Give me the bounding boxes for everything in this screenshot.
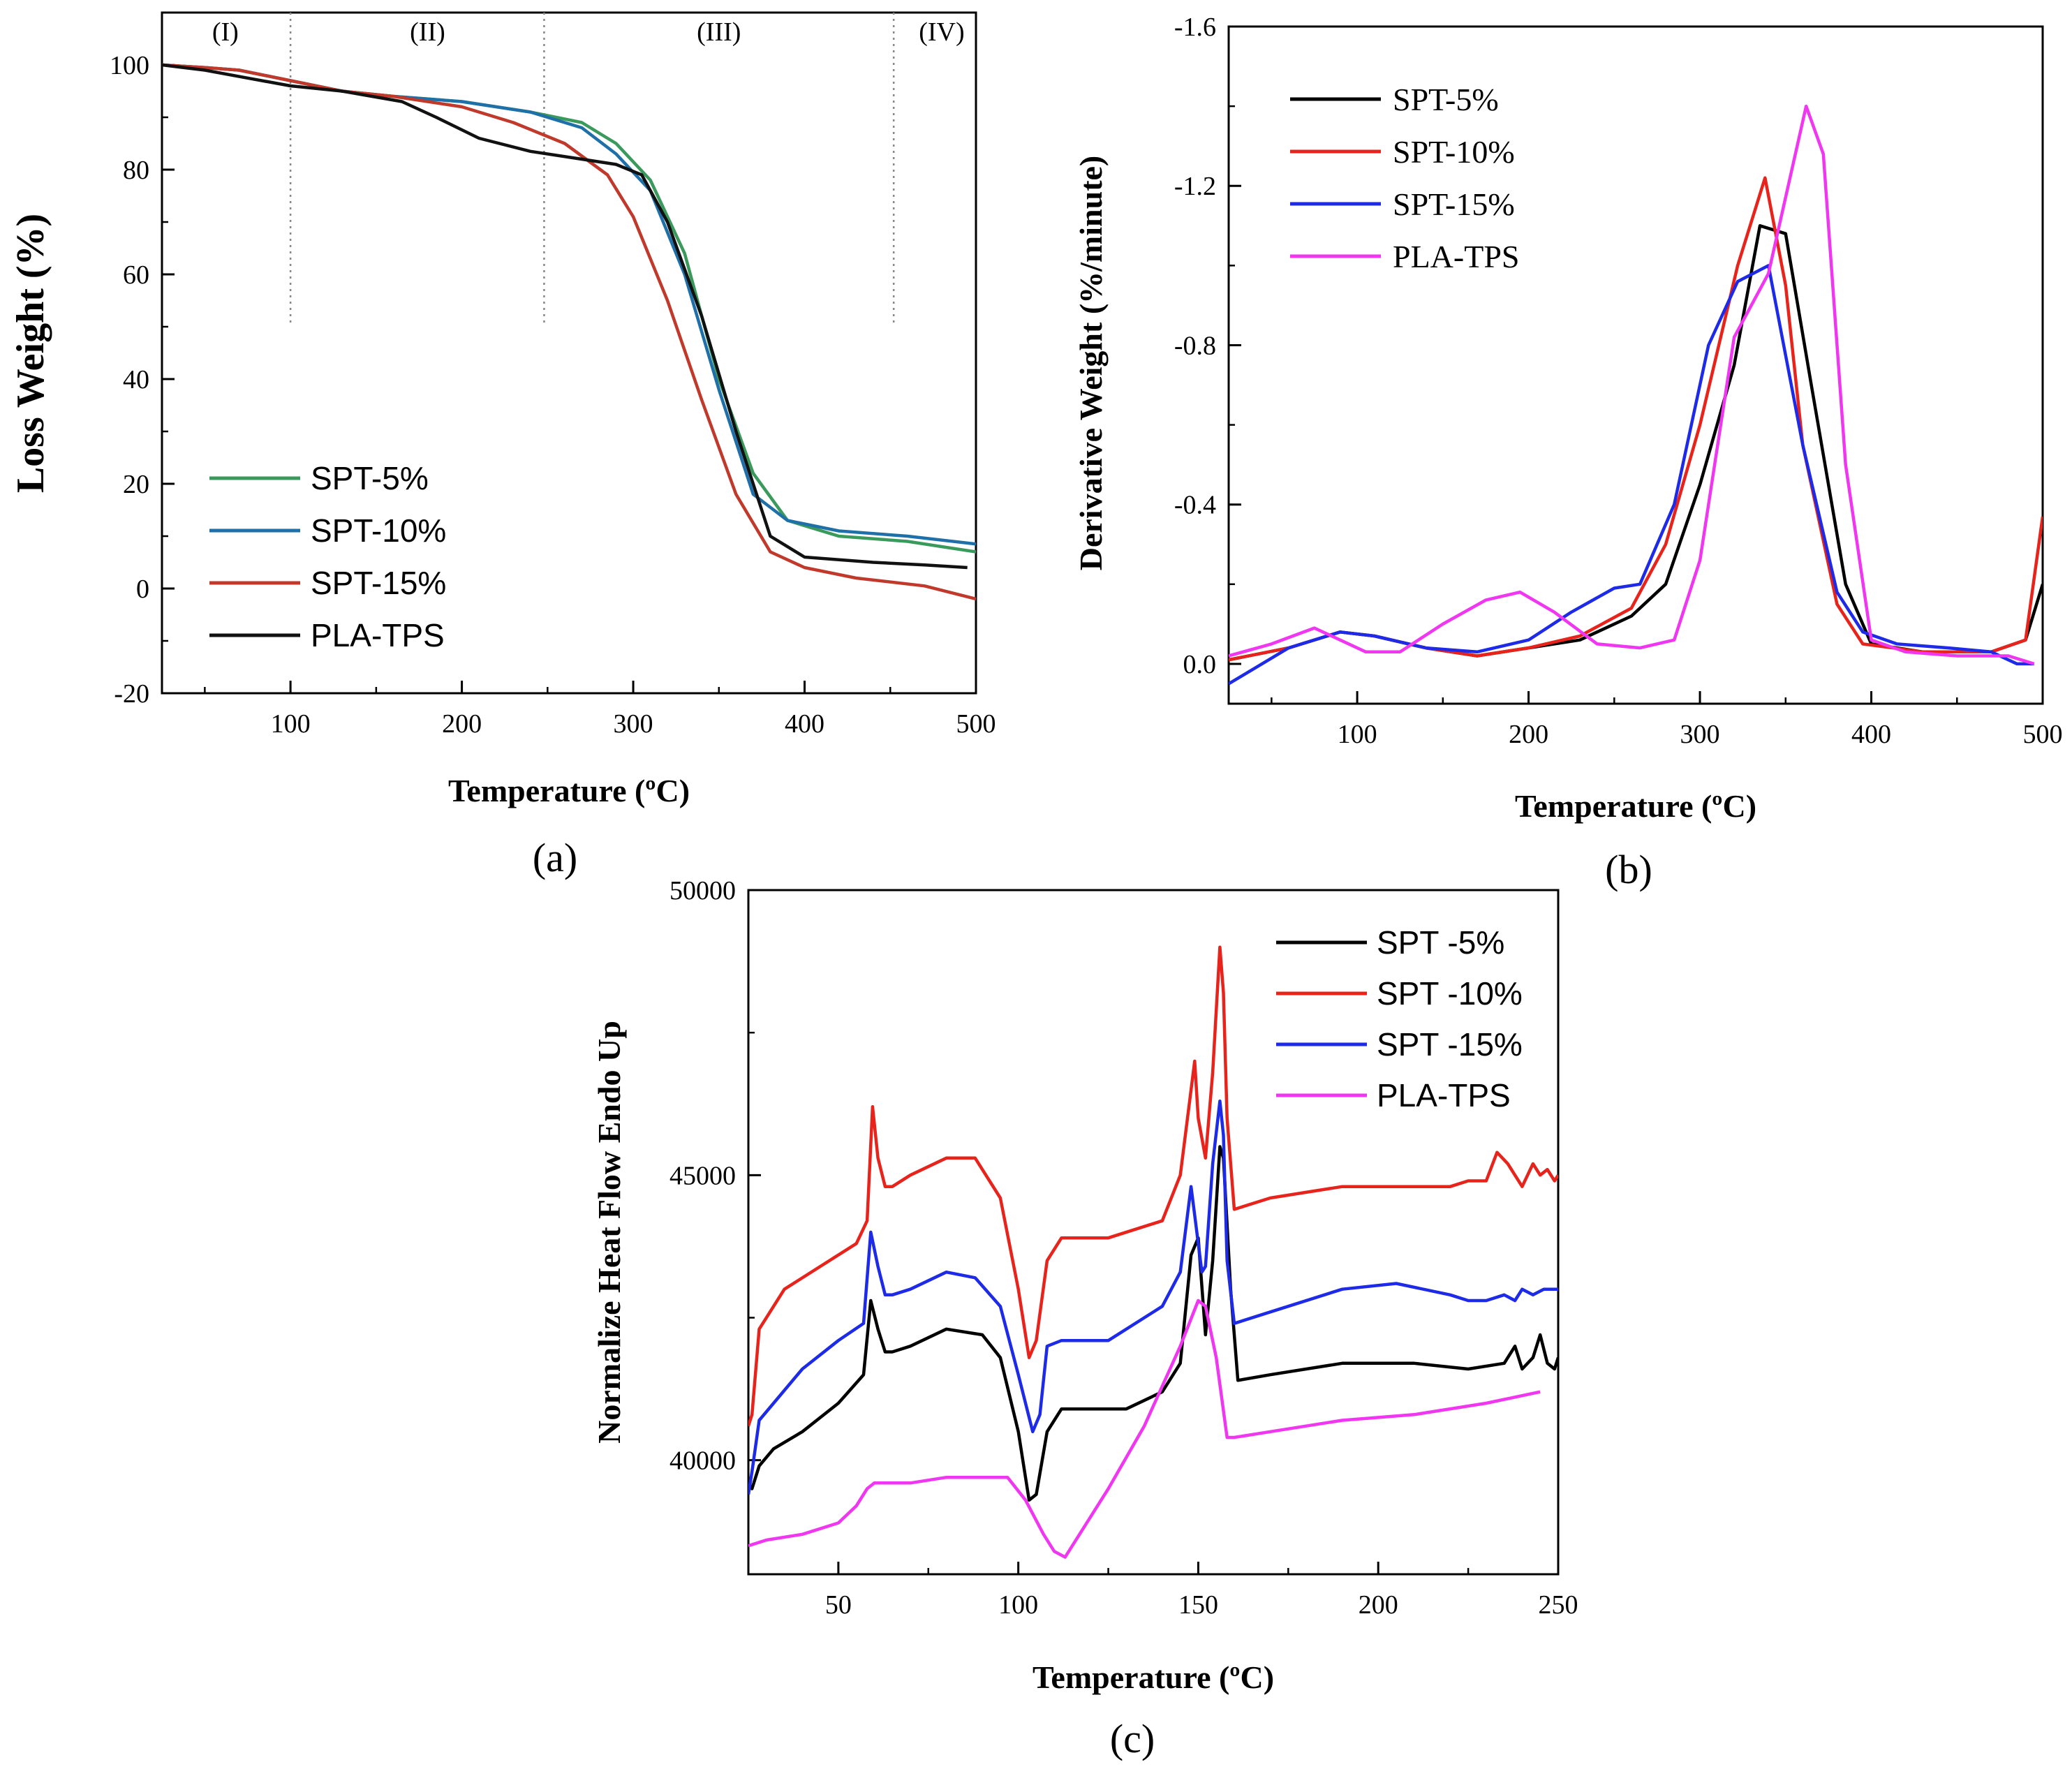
plot-frame	[747, 889, 1560, 1576]
panel-a: (I) (II) (III) (IV) 100 200 300 400 500 -20 0 20 40 6…	[9, 11, 996, 880]
y-tick-label: 50000	[669, 876, 736, 905]
x-tick-label: 500	[2023, 720, 2063, 749]
x-tick-label: 250	[1539, 1590, 1578, 1620]
region-label: (III)	[697, 17, 741, 47]
series-line-4	[748, 1298, 1541, 1559]
legend-label: SPT-5%	[1393, 82, 1499, 117]
x-tick-label: 200	[1359, 1590, 1398, 1620]
panel-b: 100 200 300 400 500 -1.6 -1.2 -0.8 -0.4 0.0 Temper…	[1073, 13, 2063, 892]
series-line-1	[1229, 224, 2043, 662]
legend-label: SPT-10%	[311, 512, 446, 549]
series-line-2	[1229, 176, 2043, 662]
y-tick-label: 40000	[669, 1446, 736, 1476]
legend-label: SPT-15%	[311, 565, 446, 601]
x-tick-label: 300	[614, 709, 653, 739]
y-tick-label: -20	[114, 679, 149, 709]
y-tick-label: 20	[123, 470, 149, 499]
y-tick-label: -1.6	[1174, 13, 1216, 42]
x-tick-label: 300	[1680, 720, 1720, 749]
y-tick-label: 45000	[669, 1161, 736, 1190]
y-axis-title: Normalize Heat Flow Endo Up	[591, 1021, 627, 1444]
y-tick-label: 80	[123, 156, 149, 185]
legend-label: SPT-10%	[1393, 134, 1515, 170]
legend-label: SPT -5%	[1377, 924, 1504, 961]
legend-label: SPT-15%	[1393, 186, 1515, 222]
y-tick-label: 40	[123, 365, 149, 394]
panel-label: (b)	[1605, 847, 1652, 892]
y-tick-label: 0.0	[1183, 650, 1217, 679]
region-label: (I)	[212, 17, 239, 47]
series-line-2	[748, 945, 1558, 1427]
region-label: (IV)	[919, 17, 964, 47]
x-axis-title: Temperature (ºC)	[1033, 1659, 1274, 1695]
series-line-3	[748, 1099, 1558, 1495]
legend-label: PLA-TPS	[311, 617, 445, 653]
series-line-3	[1229, 264, 2034, 686]
legend-label: SPT -15%	[1377, 1026, 1523, 1063]
y-tick-label: 0	[136, 575, 149, 604]
y-axis-title: Loss Weight (%)	[9, 214, 52, 493]
y-tick-label: 60	[123, 260, 149, 290]
y-tick-label: -1.2	[1174, 172, 1216, 201]
plot-frame	[1227, 25, 2044, 705]
series-line-2	[162, 63, 976, 546]
x-tick-label: 150	[1178, 1590, 1218, 1620]
x-tick-label: 500	[956, 709, 996, 739]
plot-frame	[161, 11, 977, 695]
x-tick-label: 50	[825, 1590, 852, 1620]
legend-label: SPT-5%	[311, 460, 429, 496]
legend-label: PLA-TPS	[1377, 1077, 1511, 1113]
series-line-1	[748, 1145, 1558, 1502]
series-line-4	[1229, 104, 2035, 666]
panel-label: (c)	[1110, 1716, 1155, 1761]
legend-label: SPT -10%	[1377, 975, 1523, 1012]
region-label: (II)	[410, 17, 445, 47]
x-tick-label: 400	[785, 709, 824, 739]
x-tick-label: 100	[1338, 720, 1377, 749]
y-axis-title: Derivative Weight (%/minute)	[1073, 156, 1109, 571]
panel-c: 50 100 150 200 250 40000 45000 50000 Temperature…	[591, 876, 1578, 1761]
legend-label: PLA-TPS	[1393, 239, 1519, 274]
x-tick-label: 100	[998, 1590, 1038, 1620]
x-tick-label: 400	[1851, 720, 1891, 749]
panel-label: (a)	[533, 835, 577, 880]
y-tick-label: 100	[110, 51, 149, 80]
x-axis-title: Temperature (ºC)	[1515, 788, 1756, 824]
y-tick-label: -0.4	[1174, 491, 1216, 520]
series-line-3	[162, 63, 976, 601]
y-tick-label: -0.8	[1174, 331, 1216, 360]
x-tick-label: 100	[271, 709, 311, 739]
x-tick-label: 200	[1509, 720, 1548, 749]
x-tick-label: 200	[442, 709, 482, 739]
x-axis-title: Temperature (ºC)	[448, 773, 690, 808]
series-line-4	[162, 63, 968, 570]
